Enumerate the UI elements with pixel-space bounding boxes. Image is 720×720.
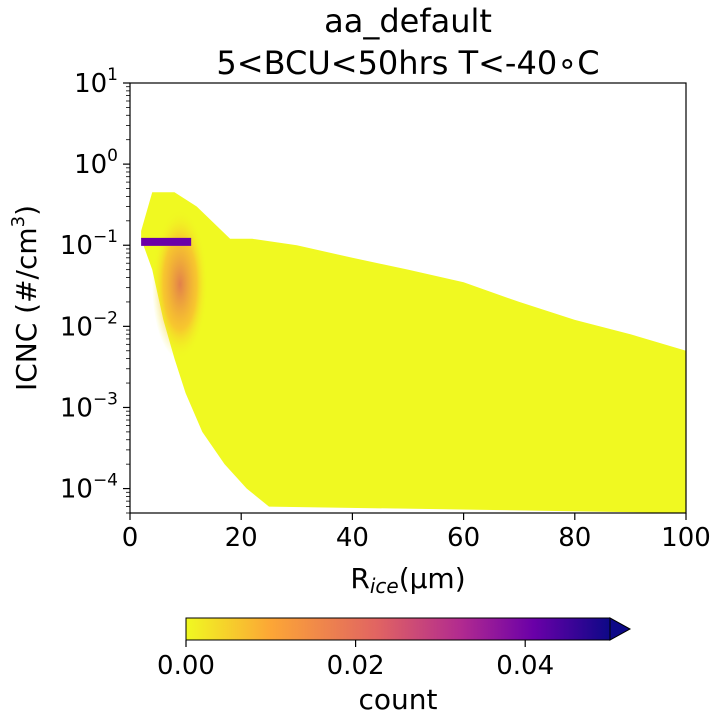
y-axis-label-sup: 3 bbox=[8, 216, 29, 227]
chart-title-line2: 5<BCU<50hrs T<-40∘C bbox=[216, 44, 599, 82]
x-tick-label: 80 bbox=[558, 523, 591, 553]
density-peak bbox=[141, 237, 192, 246]
plot-area bbox=[141, 192, 686, 513]
x-axis-label: Rice(μm) bbox=[350, 562, 465, 598]
colorbar-ticks: 0.00 0.02 0.04 bbox=[157, 640, 554, 681]
density-glow bbox=[152, 209, 209, 360]
y-tick-label: 10−3 bbox=[60, 389, 118, 423]
colorbar-extend-arrow bbox=[609, 617, 632, 641]
x-axis-label-sub: ice bbox=[370, 574, 399, 598]
y-axis: 10−4 10−3 10−2 10−1 100 101 bbox=[60, 65, 130, 514]
x-tick-label: 40 bbox=[336, 523, 369, 553]
y-tick-label: 10−2 bbox=[60, 308, 118, 342]
y-tick-label: 10−1 bbox=[60, 227, 118, 261]
x-axis-label-main: R bbox=[350, 562, 369, 595]
x-tick-label: 20 bbox=[225, 523, 258, 553]
x-tick-label: 100 bbox=[661, 523, 711, 553]
y-tick-label: 101 bbox=[74, 65, 118, 99]
chart-title-line1: aa_default bbox=[324, 2, 492, 40]
colorbar-tick-label: 0.04 bbox=[496, 651, 554, 681]
colorbar-label: count bbox=[359, 683, 438, 716]
colorbar: 0.00 0.02 0.04 count bbox=[157, 617, 632, 716]
y-tick-label: 10−4 bbox=[60, 471, 118, 505]
y-axis-label-close: ) bbox=[10, 205, 43, 216]
x-axis-label-rest: (μm) bbox=[399, 562, 466, 595]
x-tick-label: 0 bbox=[122, 523, 139, 553]
x-tick-label: 60 bbox=[447, 523, 480, 553]
y-axis-label: ICNC (#/cm3) bbox=[8, 205, 43, 391]
plot-frame bbox=[129, 82, 687, 514]
y-axis-label-main: ICNC (#/cm bbox=[10, 227, 43, 391]
colorbar-gradient bbox=[185, 617, 611, 641]
colorbar-tick-label: 0.00 bbox=[157, 651, 215, 681]
data-region bbox=[141, 192, 686, 513]
x-axis: 0 20 40 60 80 100 bbox=[122, 513, 711, 553]
y-tick-label: 100 bbox=[74, 146, 118, 180]
colorbar-tick-label: 0.02 bbox=[327, 651, 385, 681]
